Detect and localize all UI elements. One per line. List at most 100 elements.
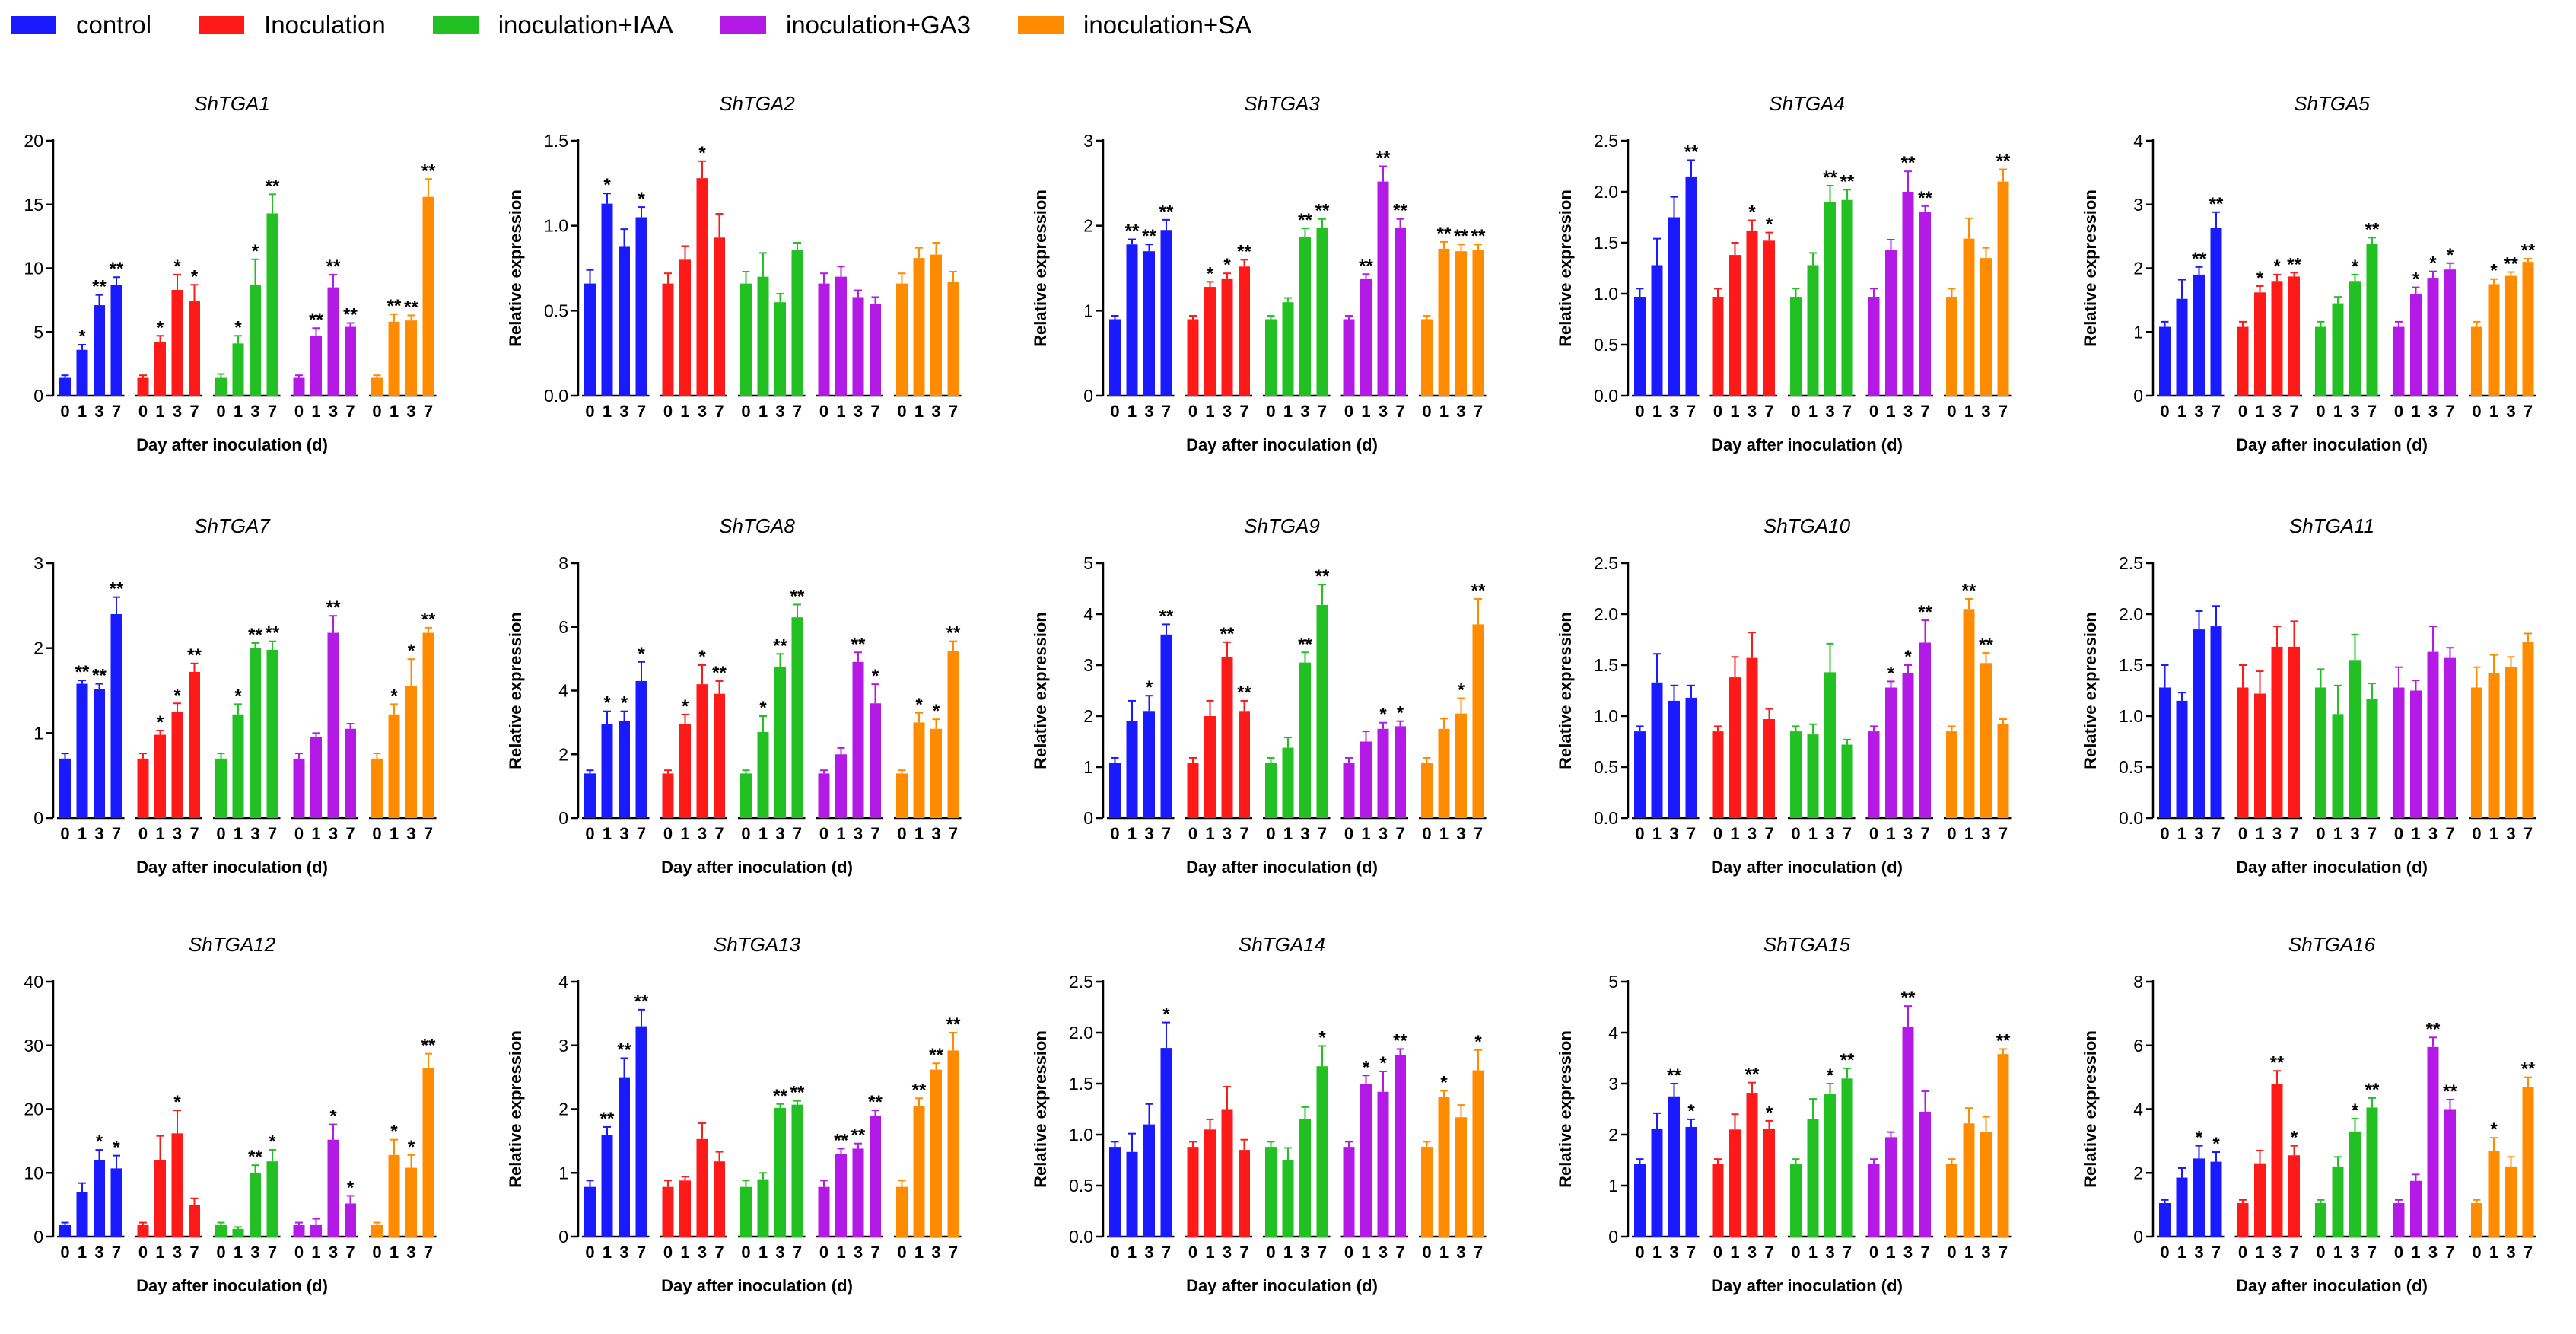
chart-7-significance-mark: * bbox=[1458, 680, 1465, 701]
chart-2-bar bbox=[1316, 227, 1328, 396]
chart-4-significance-mark: * bbox=[2412, 269, 2420, 290]
chart-10-significance-mark: * bbox=[269, 1132, 276, 1152]
chart-7-bar bbox=[1377, 728, 1389, 818]
chart-3-bar bbox=[1980, 258, 1992, 396]
chart-8-y-tick-label: 2.5 bbox=[1594, 553, 1618, 573]
chart-6-bar bbox=[870, 703, 881, 818]
chart-6-significance-mark: ** bbox=[712, 663, 727, 683]
chart-13-bar bbox=[1807, 1119, 1819, 1237]
chart-3-x-tick-label: 0 bbox=[1635, 402, 1644, 421]
chart-0-x-tick-label: 3 bbox=[406, 402, 415, 421]
chart-4-y-tick-label: 2 bbox=[2133, 259, 2143, 279]
legend-item-ga3: inoculation+GA3 bbox=[720, 11, 971, 40]
chart-1-x-tick-label: 7 bbox=[637, 402, 646, 421]
chart-7-bar bbox=[1360, 741, 1372, 818]
chart-5-significance-mark: ** bbox=[266, 623, 280, 644]
chart-5-significance-mark: ** bbox=[421, 610, 436, 630]
chart-9-x-tick-label: 3 bbox=[2350, 824, 2359, 843]
chart-3-x-tick-label: 7 bbox=[1999, 402, 2008, 421]
chart-12-x-tick-label: 3 bbox=[1379, 1243, 1388, 1262]
chart-12-x-tick-label: 3 bbox=[1456, 1243, 1465, 1262]
chart-6-significance-mark: * bbox=[872, 666, 879, 686]
chart-7-bar bbox=[1395, 726, 1406, 818]
chart-9-x-tick-label: 0 bbox=[2160, 824, 2169, 843]
chart-1-x-tick-label: 1 bbox=[836, 402, 845, 421]
chart-7-x-tick-label: 0 bbox=[1422, 824, 1431, 843]
chart-12-x-tick-label: 7 bbox=[1162, 1243, 1171, 1262]
chart-12-x-tick-label: 0 bbox=[1188, 1243, 1197, 1262]
chart-3-bar bbox=[1746, 230, 1758, 396]
chart-9-x-tick-label: 7 bbox=[2289, 824, 2298, 843]
chart-3-bar bbox=[1712, 297, 1724, 396]
chart-12-x-tick-label: 1 bbox=[1205, 1243, 1214, 1262]
chart-8-bar bbox=[1980, 663, 1992, 818]
chart-5-x-tick-label: 1 bbox=[390, 824, 399, 843]
chart-3-x-tick-label: 3 bbox=[1748, 402, 1757, 421]
chart-12-bar bbox=[1472, 1070, 1484, 1237]
chart-9-x-tick-label: 0 bbox=[2316, 824, 2325, 843]
chart-9-y-tick-label: 1.5 bbox=[2119, 655, 2143, 675]
chart-0-bar bbox=[94, 305, 105, 396]
chart-14-significance-mark: ** bbox=[2365, 1080, 2380, 1100]
chart-3-bar bbox=[1685, 176, 1697, 396]
chart-12-bar bbox=[1160, 1048, 1172, 1237]
chart-13-bar bbox=[1824, 1094, 1836, 1237]
chart-9-bar bbox=[2427, 651, 2439, 818]
chart-3-significance-mark: * bbox=[1748, 202, 1756, 223]
chart-10-significance-mark: * bbox=[96, 1132, 103, 1152]
chart-4-bar bbox=[2315, 326, 2326, 396]
chart-9-x-tick-label: 0 bbox=[2238, 824, 2247, 843]
chart-12-bar bbox=[1421, 1147, 1433, 1237]
chart-3-y-tick-label: 1.5 bbox=[1594, 233, 1618, 253]
chart-10-significance-mark: * bbox=[113, 1138, 120, 1158]
chart-12-bar bbox=[1316, 1066, 1328, 1237]
chart-2-bar bbox=[1377, 181, 1389, 396]
chart-9-x-label: Day after inoculation (d) bbox=[2236, 858, 2428, 877]
chart-5-x-tick-label: 3 bbox=[406, 824, 415, 843]
chart-10-significance-mark: * bbox=[390, 1122, 398, 1142]
chart-7-bar bbox=[1282, 747, 1294, 818]
chart-4-x-tick-label: 0 bbox=[2472, 402, 2481, 421]
chart-13-significance-mark: * bbox=[1687, 1101, 1695, 1122]
chart-2-bar bbox=[1187, 319, 1199, 396]
chart-1-x-tick-label: 7 bbox=[949, 402, 958, 421]
chart-9-y-tick-label: 1.0 bbox=[2119, 706, 2143, 726]
chart-0-significance-mark: * bbox=[173, 256, 181, 277]
chart-8-y-tick-label: 2.0 bbox=[1594, 604, 1618, 624]
chart-7-bar bbox=[1316, 604, 1328, 818]
chart-14-bar bbox=[2505, 1166, 2517, 1237]
chart-6-significance-mark: * bbox=[915, 695, 923, 715]
chart-10-y-tick-label: 30 bbox=[24, 1036, 43, 1055]
chart-13-bar bbox=[1868, 1164, 1880, 1237]
chart-10-bar bbox=[310, 1224, 322, 1237]
chart-10-bar bbox=[293, 1224, 305, 1237]
chart-5-significance-mark: * bbox=[390, 686, 398, 706]
chart-5-x-tick-label: 0 bbox=[216, 824, 225, 843]
chart-11-bar bbox=[635, 1026, 647, 1237]
chart-6-bar bbox=[852, 661, 864, 818]
chart-6-bar bbox=[896, 773, 908, 818]
chart-5-y-tick-label: 0 bbox=[33, 808, 43, 828]
chart-3-bar bbox=[1807, 265, 1819, 396]
chart-5-significance-mark: * bbox=[408, 641, 415, 661]
chart-1-x-tick-label: 3 bbox=[775, 402, 784, 421]
chart-3-bar bbox=[1824, 202, 1836, 396]
chart-14-y-tick-label: 0 bbox=[2133, 1227, 2143, 1246]
chart-12-bar bbox=[1187, 1147, 1199, 1237]
chart-0-bar bbox=[422, 196, 434, 396]
chart-11-bar bbox=[679, 1180, 691, 1237]
chart-7-bar bbox=[1455, 713, 1467, 818]
chart-5-x-tick-label: 7 bbox=[189, 824, 199, 843]
chart-14-bar bbox=[2254, 1163, 2266, 1237]
chart-10-bar bbox=[171, 1133, 183, 1237]
chart-10-x-tick-label: 3 bbox=[406, 1243, 415, 1262]
chart-9-x-tick-label: 1 bbox=[2177, 824, 2186, 843]
chart-12-y-tick-label: 0.0 bbox=[1069, 1227, 1093, 1246]
chart-10-y-tick-label: 40 bbox=[24, 972, 43, 992]
chart-2-x-tick-label: 3 bbox=[1456, 402, 1465, 421]
chart-12-x-tick-label: 1 bbox=[1283, 1243, 1293, 1262]
chart-10-bar bbox=[371, 1224, 383, 1237]
chart-14-significance-mark: * bbox=[2196, 1128, 2203, 1148]
chart-4-x-tick-label: 3 bbox=[2350, 402, 2359, 421]
chart-12-x-tick-label: 0 bbox=[1344, 1243, 1353, 1262]
